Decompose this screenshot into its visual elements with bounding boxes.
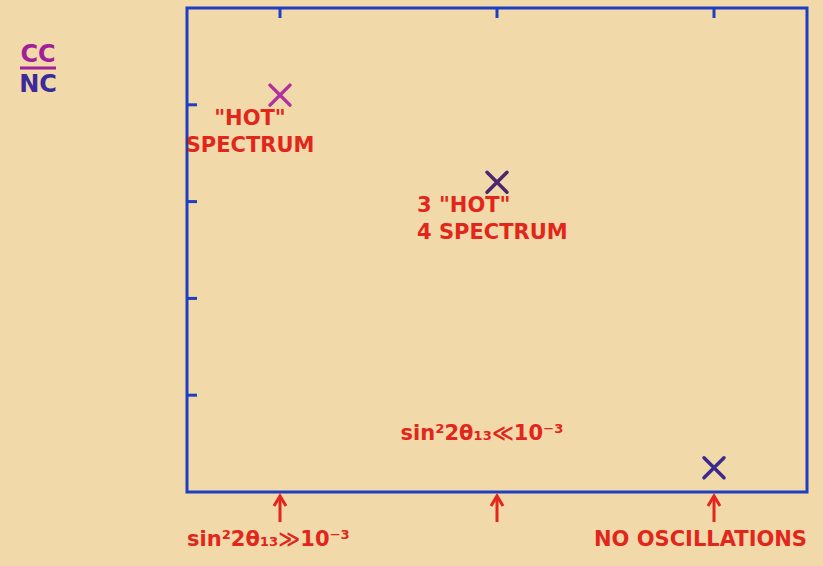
arrow: [496, 498, 499, 522]
point: [704, 458, 724, 478]
background: [0, 0, 823, 566]
arrow-head: [274, 496, 286, 506]
point-label: "HOT": [214, 106, 286, 130]
point-label: 3 "HOT": [417, 193, 511, 217]
point-label: SPECTRUM: [186, 133, 315, 157]
y-tick: [187, 200, 197, 203]
category-label: NO OSCILLATIONS: [594, 527, 807, 551]
y-tick: [187, 394, 197, 397]
arrow-head: [491, 496, 503, 506]
y-tick: [187, 103, 197, 106]
plot-frame: [187, 8, 807, 492]
point: [487, 172, 507, 192]
y-label-numerator: CC: [20, 40, 55, 68]
y-label-denominator: NC: [19, 70, 57, 98]
arrow-head: [708, 496, 720, 506]
arrow: [713, 498, 716, 522]
chart: CCNC sin²2θ₁₃≫10⁻³ sin²2θ₁₃≪10⁻³ NO OSCILLA…: [0, 0, 823, 566]
y-tick: [187, 297, 197, 300]
point-label: 4 SPECTRUM: [417, 220, 568, 244]
x-tick: [279, 8, 282, 18]
x-tick: [713, 8, 716, 18]
arrow: [279, 498, 282, 522]
category-label: sin²2θ₁₃≪10⁻³: [401, 421, 564, 445]
category-label: sin²2θ₁₃≫10⁻³: [187, 527, 350, 551]
points: [270, 85, 724, 478]
point: [270, 85, 290, 105]
x-tick: [496, 8, 499, 18]
